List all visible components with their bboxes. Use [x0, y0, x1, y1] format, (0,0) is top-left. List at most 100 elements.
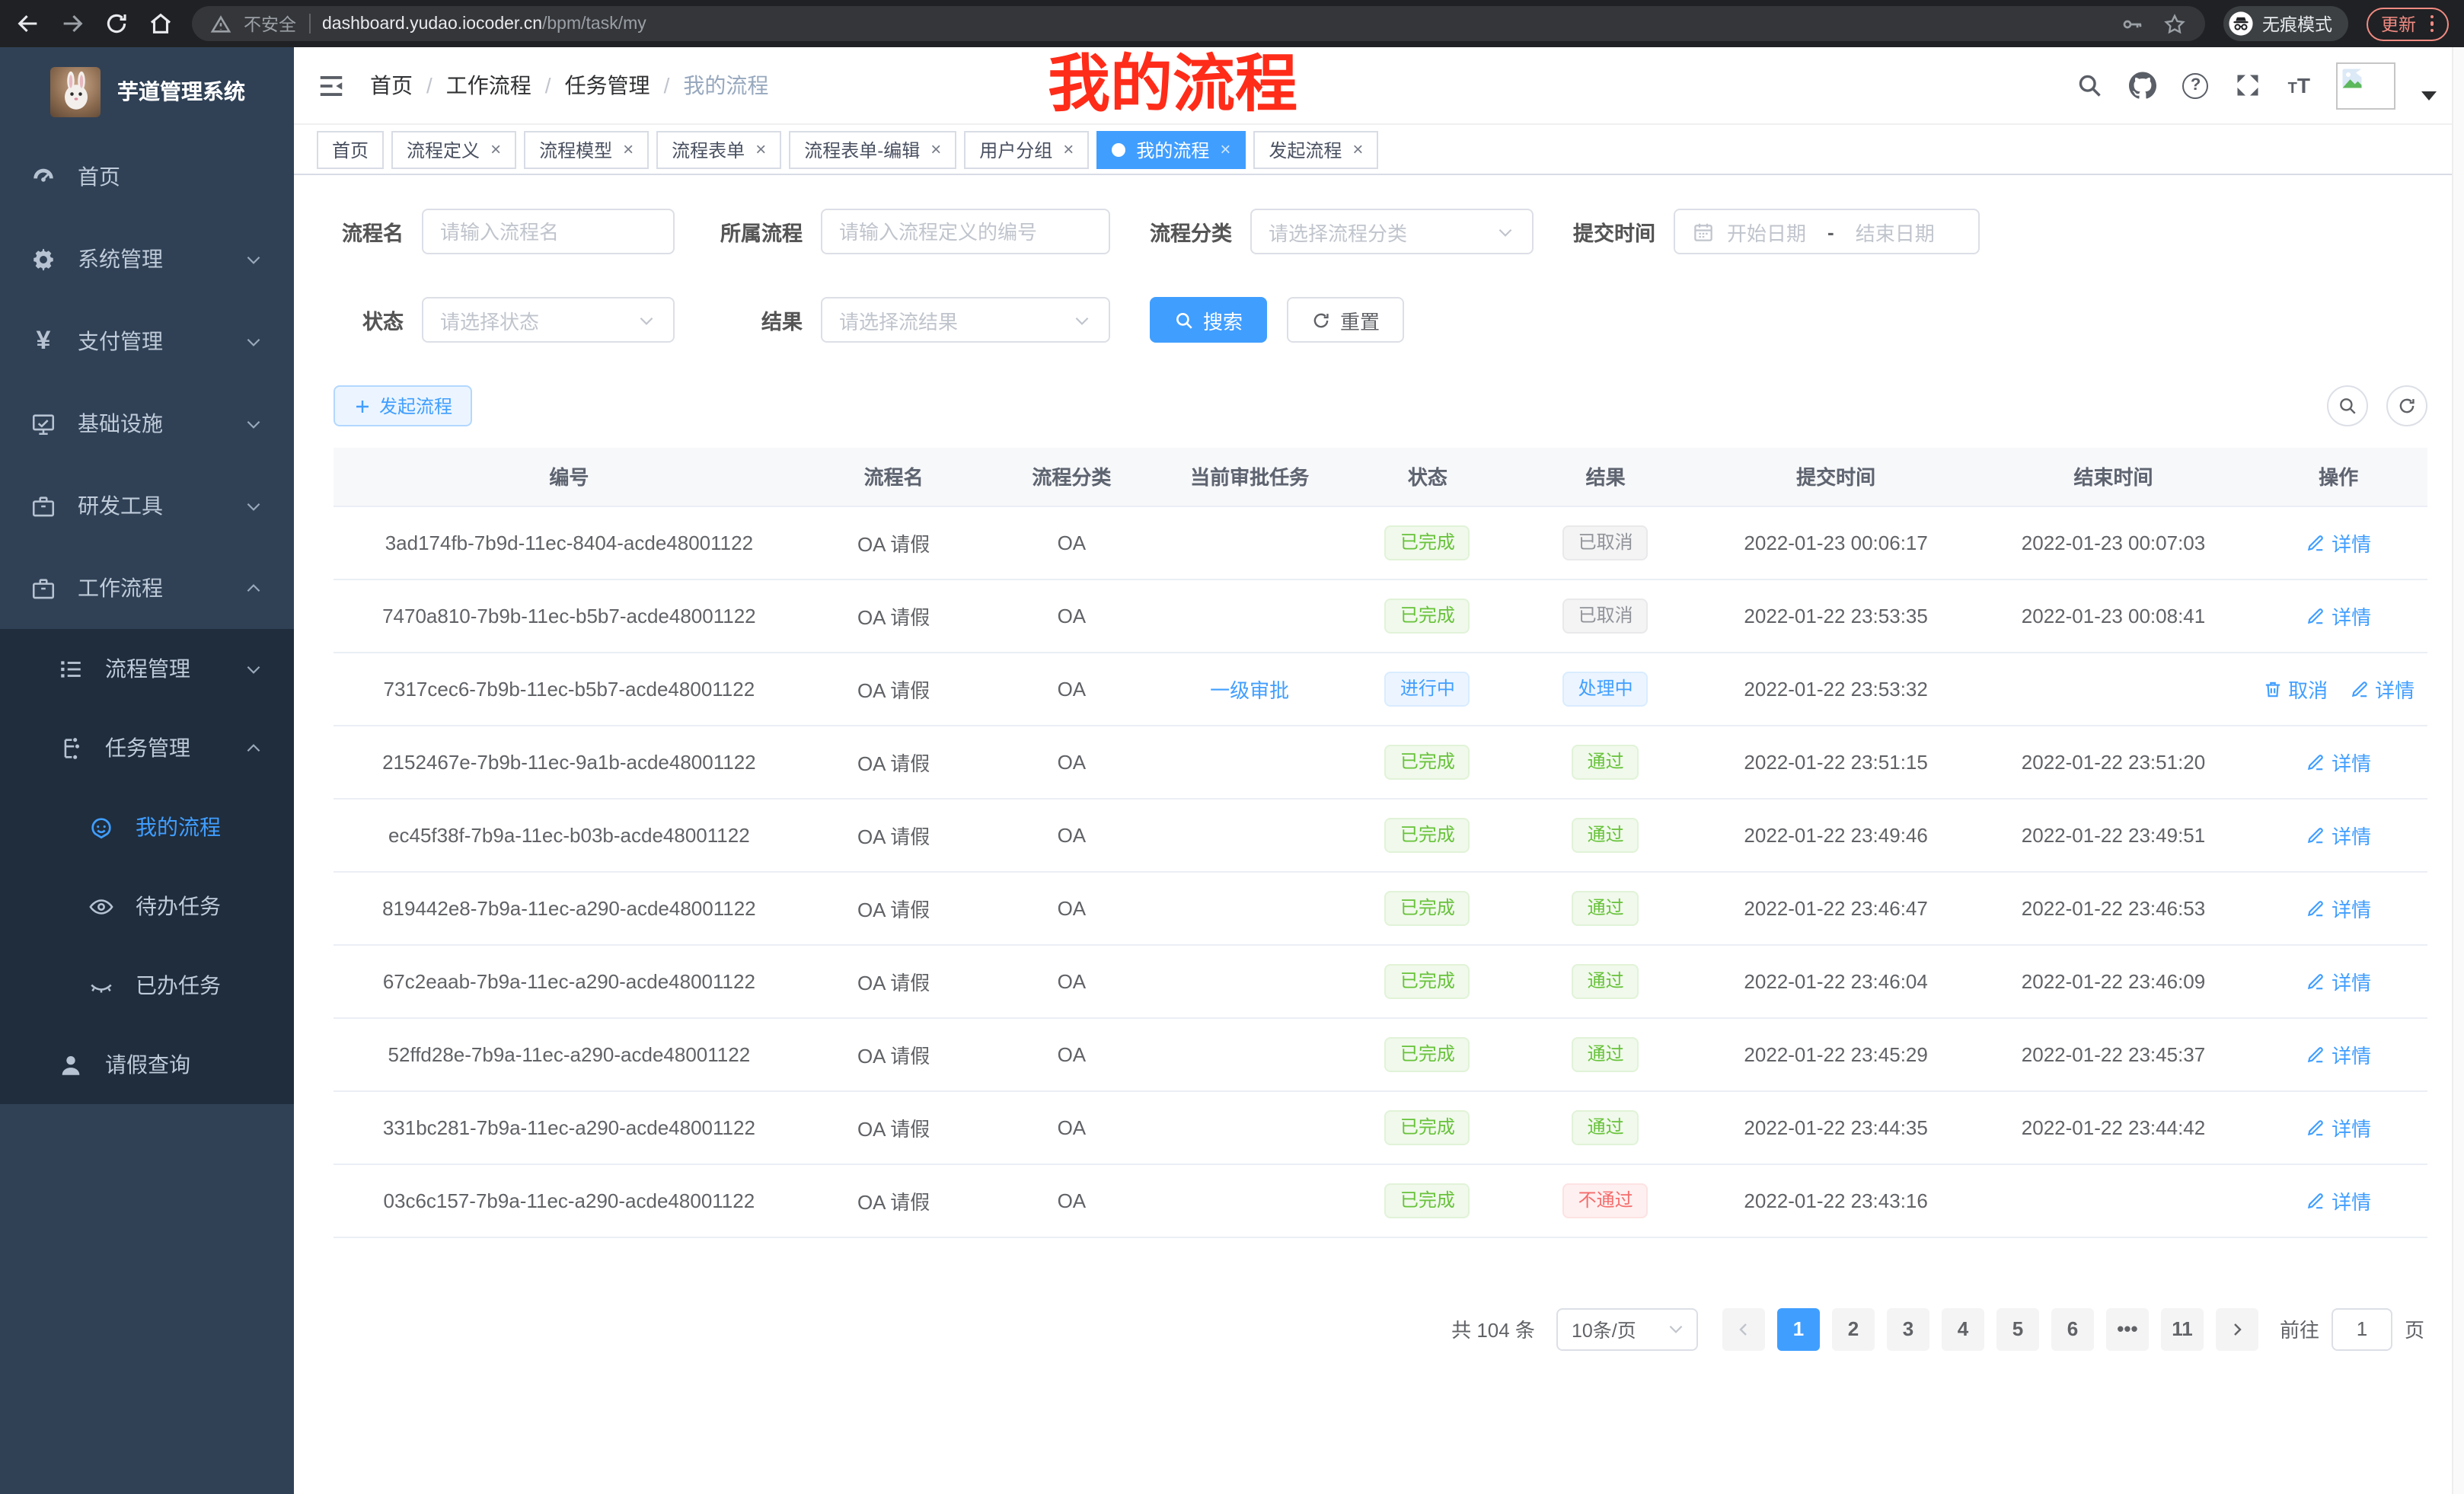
cancel-action[interactable]: 取消	[2262, 674, 2328, 703]
eye-icon	[88, 893, 114, 919]
cell-category: OA	[982, 871, 1161, 945]
fullscreen-icon[interactable]	[2235, 72, 2262, 99]
sidebar-item-4[interactable]: 研发工具	[0, 464, 294, 547]
update-button[interactable]: 更新	[2366, 7, 2449, 40]
sidebar-item-11[interactable]: 请假查询	[0, 1025, 294, 1104]
page-button-11[interactable]: 11	[2160, 1307, 2204, 1350]
status-badge: 已完成	[1384, 598, 1470, 633]
close-icon[interactable]: ×	[1352, 139, 1364, 160]
create-process-button[interactable]: 发起流程	[334, 385, 473, 426]
sidebar-item-8[interactable]: 我的流程	[0, 787, 294, 867]
reset-button[interactable]: 重置	[1287, 297, 1405, 343]
back-icon[interactable]	[15, 11, 41, 37]
sidebar-item-2[interactable]: ¥ 支付管理	[0, 300, 294, 382]
cell-end-time: 2022-01-22 23:46:09	[1977, 944, 2250, 1018]
sidebar-item-3[interactable]: 基础设施	[0, 382, 294, 464]
cell-status: 已完成	[1339, 1164, 1517, 1237]
sidebar-item-5[interactable]: 工作流程	[0, 547, 294, 629]
search-icon[interactable]	[2076, 72, 2104, 99]
sidebar-item-10[interactable]: 已办任务	[0, 946, 294, 1025]
detail-action[interactable]: 详情	[2306, 747, 2371, 776]
toggle-search-button[interactable]	[2327, 385, 2368, 426]
detail-action[interactable]: 详情	[2306, 1186, 2371, 1215]
page-button-6[interactable]: 6	[2051, 1307, 2094, 1350]
tab-1[interactable]: 流程定义 ×	[391, 130, 517, 168]
sidebar-item-1[interactable]: 系统管理	[0, 218, 294, 300]
page-button-1[interactable]: 1	[1776, 1307, 1820, 1350]
breadcrumb-item[interactable]: 任务管理	[564, 73, 650, 97]
close-icon[interactable]: ×	[755, 139, 767, 160]
page-button-3[interactable]: 3	[1886, 1307, 1929, 1350]
page-scrollbar[interactable]	[2452, 47, 2464, 1494]
sidebar-item-0[interactable]: 首页	[0, 136, 294, 218]
browser-menu-icon[interactable]	[2430, 14, 2434, 33]
breadcrumb-item[interactable]: 工作流程	[445, 73, 531, 97]
font-size-icon[interactable]: TT	[2287, 73, 2310, 97]
status-select[interactable]: 请选择状态	[422, 297, 675, 343]
tab-4[interactable]: 流程表单-编辑 ×	[789, 130, 957, 168]
detail-action[interactable]: 详情	[2306, 966, 2371, 995]
breadcrumb: 首页 / 工作流程 / 任务管理 / 我的流程	[370, 70, 768, 101]
category-select[interactable]: 请选择流程分类	[1250, 209, 1534, 254]
tab-5[interactable]: 用户分组 ×	[964, 130, 1090, 168]
forward-icon[interactable]	[59, 11, 85, 37]
bookmark-star-icon[interactable]	[2162, 11, 2186, 36]
page-size-select[interactable]: 10条/页	[1556, 1307, 1698, 1350]
goto-page-input[interactable]	[2331, 1307, 2392, 1350]
tab-0[interactable]: 首页	[317, 130, 385, 168]
cell-status: 已完成	[1339, 506, 1517, 579]
detail-action[interactable]: 详情	[2349, 674, 2415, 703]
tab-6[interactable]: 我的流程 ×	[1096, 130, 1246, 168]
home-icon[interactable]	[148, 11, 174, 37]
tab-7[interactable]: 发起流程 ×	[1253, 130, 1379, 168]
close-icon[interactable]: ×	[623, 139, 634, 160]
sidebar-item-label: 我的流程	[136, 815, 221, 839]
reload-icon[interactable]	[104, 11, 129, 37]
page-button-4[interactable]: 4	[1941, 1307, 1984, 1350]
name-input[interactable]	[440, 220, 656, 243]
refresh-table-button[interactable]	[2386, 385, 2427, 426]
key-icon[interactable]	[2119, 11, 2143, 36]
github-icon[interactable]	[2129, 72, 2157, 99]
avatar[interactable]	[2336, 62, 2395, 109]
close-icon[interactable]: ×	[1220, 139, 1231, 160]
task-link[interactable]: 一级审批	[1210, 678, 1290, 701]
detail-action[interactable]: 详情	[2306, 1039, 2371, 1068]
collapse-menu-icon[interactable]	[317, 71, 346, 100]
process-input[interactable]	[839, 220, 1092, 243]
cell-category: OA	[982, 579, 1161, 653]
status-badge: 已完成	[1384, 525, 1470, 560]
search-button[interactable]: 搜索	[1150, 297, 1268, 343]
submit-time-range[interactable]: 开始日期 - 结束日期	[1674, 209, 1980, 254]
tab-3[interactable]: 流程表单 ×	[656, 130, 782, 168]
logo-row[interactable]: 芋道管理系统	[0, 47, 294, 136]
calendar-icon	[1692, 220, 1715, 243]
tab-2[interactable]: 流程模型 ×	[524, 130, 650, 168]
close-icon[interactable]: ×	[1063, 139, 1074, 160]
close-icon[interactable]: ×	[490, 139, 502, 160]
detail-action[interactable]: 详情	[2306, 820, 2371, 849]
chevron-down-icon	[1072, 310, 1092, 330]
page-button-2[interactable]: 2	[1831, 1307, 1875, 1350]
detail-action[interactable]: 详情	[2306, 1113, 2371, 1141]
address-bar[interactable]: 不安全 dashboard.yudao.iocoder.cn/bpm/task/…	[192, 6, 2204, 41]
edit-icon	[2306, 825, 2325, 844]
pager-ellipsis[interactable]: •••	[2105, 1307, 2149, 1350]
help-icon[interactable]: ?	[2182, 72, 2209, 98]
breadcrumb-item[interactable]: 首页	[370, 73, 413, 97]
sidebar-item-6[interactable]: 流程管理	[0, 629, 294, 708]
sidebar-item-7[interactable]: 任务管理	[0, 708, 294, 787]
detail-action[interactable]: 详情	[2306, 528, 2371, 557]
cell-actions: 取消 详情	[2249, 652, 2427, 726]
avatar-caret-icon[interactable]	[2421, 91, 2437, 100]
result-select[interactable]: 请选择流结果	[821, 297, 1110, 343]
prev-page-button[interactable]	[1722, 1307, 1765, 1350]
next-page-button[interactable]	[2215, 1307, 2258, 1350]
cell-status: 已完成	[1339, 871, 1517, 945]
page-button-5[interactable]: 5	[1996, 1307, 2039, 1350]
close-icon[interactable]: ×	[930, 139, 942, 160]
detail-action[interactable]: 详情	[2306, 893, 2371, 922]
cell-category: OA	[982, 506, 1161, 579]
detail-action[interactable]: 详情	[2306, 601, 2371, 630]
sidebar-item-9[interactable]: 待办任务	[0, 867, 294, 946]
